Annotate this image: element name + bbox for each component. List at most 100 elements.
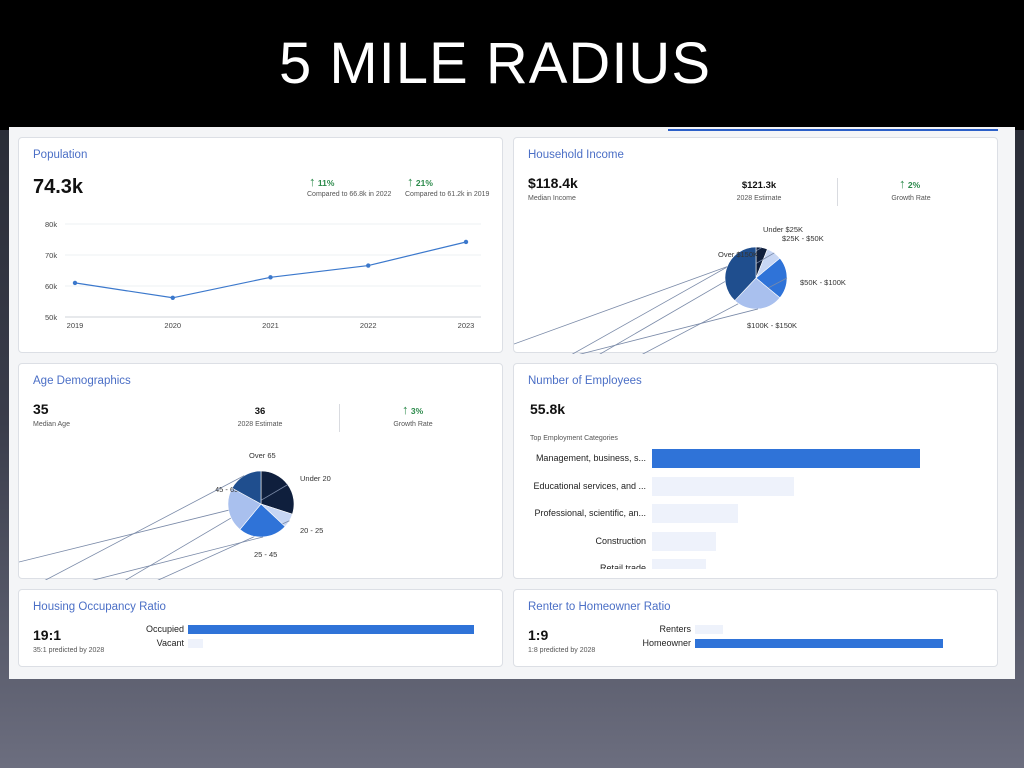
bar-category-label: Management, business, s... xyxy=(535,453,646,463)
income-estimate-value: $121.3k xyxy=(741,180,777,191)
age-estimate-value: 36 xyxy=(254,406,266,417)
data-point-2021 xyxy=(268,275,273,280)
x-tick-label: 2023 xyxy=(458,321,475,330)
housing-bar-chart: Occupied Vacant xyxy=(19,590,504,668)
pie-slice-4 xyxy=(724,246,757,302)
population-line-chart: 50k 60k 70k 80k 2019 2020 2021 2022 2023 xyxy=(45,220,481,330)
bar-educational-services-and xyxy=(652,476,795,496)
pie-label: Over 65 xyxy=(249,451,276,460)
pie-leader-line xyxy=(92,536,264,580)
pie-label: 20 - 25 xyxy=(300,526,323,535)
age-demographics-title: Age Demographics xyxy=(33,375,131,387)
income-estimate-label: 2028 Estimate xyxy=(736,195,782,202)
x-tick-label: 2020 xyxy=(164,321,181,330)
median-income-label: Median Income xyxy=(528,195,576,202)
pie-leader-line xyxy=(514,266,728,345)
x-tick-label: 2022 xyxy=(360,321,377,330)
pie-leader-line xyxy=(157,520,290,580)
age-estimate-label: 2028 Estimate xyxy=(237,421,283,428)
y-tick-label: 50k xyxy=(45,313,57,322)
pie-slice-3 xyxy=(734,277,781,310)
renter-predicted-label: 1:8 predicted by 2028 xyxy=(528,647,596,654)
y-tick-label: 80k xyxy=(45,220,57,229)
bar-vacant xyxy=(188,639,204,648)
employment-categories-label: Top Employment Categories xyxy=(530,435,618,442)
population-card: Population 74.3k ↑ 11% Compared to 66.8k… xyxy=(18,137,503,353)
pie-label: $100K - $150K xyxy=(747,321,797,330)
bar-management-business-s xyxy=(652,449,920,468)
bar-retail-trade xyxy=(652,559,706,569)
pie-label: Under $25K xyxy=(763,225,803,234)
median-income-value: $118.4k xyxy=(528,175,578,191)
housing-ratio-value: 19:1 xyxy=(33,627,62,643)
pie-label: $25K - $50K xyxy=(782,234,824,243)
bar-occupied xyxy=(188,625,474,634)
arrow-up-icon: ↑ xyxy=(402,402,409,417)
employees-card: Number of Employees 55.8k Top Employment… xyxy=(513,363,998,579)
employment-bar-chart: Management, business, s... Educational se… xyxy=(514,364,997,569)
data-point-2022 xyxy=(366,263,371,268)
bar-category-label: Educational services, and ... xyxy=(533,480,646,491)
population-growth-2-pct: 21% xyxy=(415,178,433,188)
age-growth: ↑ 3% xyxy=(402,402,423,417)
divider xyxy=(339,404,340,432)
pie-leader-line xyxy=(579,308,759,354)
divider xyxy=(837,178,838,206)
employees-value: 55.8k xyxy=(530,401,566,417)
median-age-label: Median Age xyxy=(33,421,70,428)
housing-occupancy-card: Housing Occupancy Ratio 19:1 35:1 predic… xyxy=(18,589,503,667)
housing-predicted-label: 35:1 predicted by 2028 xyxy=(33,647,105,654)
pie-leader-line xyxy=(19,509,229,563)
population-growth-1-pct: 11% xyxy=(317,178,335,188)
data-point-2023 xyxy=(463,239,469,245)
bar-category-label: Occupied xyxy=(145,624,184,634)
data-point-2019 xyxy=(72,280,78,286)
active-tab-indicator xyxy=(668,129,998,131)
bar-category-label: Vacant xyxy=(156,638,184,648)
pie-label: $50K - $100K xyxy=(800,278,846,287)
age-demographics-card: Age Demographics 35 Median Age 36 2028 E… xyxy=(18,363,503,580)
population-growth-1: ↑ 11% xyxy=(309,174,334,189)
y-tick-label: 70k xyxy=(45,251,57,260)
age-growth-label: Growth Rate xyxy=(393,421,433,428)
bar-category-label: Renters xyxy=(659,624,691,634)
population-growth-2-label: Compared to 61.2k in 2019 xyxy=(405,191,490,198)
population-line xyxy=(74,241,467,299)
renter-homeowner-card: Renter to Homeowner Ratio 1:9 1:8 predic… xyxy=(513,589,998,667)
income-growth-pct: 2% xyxy=(907,180,921,190)
population-title: Population xyxy=(33,149,88,161)
arrow-up-icon: ↑ xyxy=(309,174,316,189)
renter-homeowner-title: Renter to Homeowner Ratio xyxy=(528,601,671,613)
pie-leader-line xyxy=(44,475,245,580)
bar-category-label: Homeowner xyxy=(642,638,691,648)
bar-category-label: Construction xyxy=(595,535,646,546)
arrow-up-icon: ↑ xyxy=(407,174,414,189)
pie-label: 25 - 45 xyxy=(254,550,277,559)
income-growth: ↑ 2% xyxy=(899,176,920,191)
slide-title-bar: 5 MILE RADIUS xyxy=(0,0,1024,130)
income-growth-label: Growth Rate xyxy=(891,195,931,202)
pie-label: Under 20 xyxy=(300,474,331,483)
median-age-value: 35 xyxy=(33,401,49,417)
population-value: 74.3k xyxy=(33,176,84,198)
x-tick-label: 2021 xyxy=(262,321,279,330)
pie-leader-line xyxy=(571,247,763,354)
pie-label: Over $150K xyxy=(718,250,758,259)
household-income-card: Household Income $118.4k Median Income $… xyxy=(513,137,998,354)
renter-bar-chart: Renters Homeowner xyxy=(514,590,999,668)
age-demographics-pie-chart: Under 20 20 - 25 25 - 45 45 - 65 Over 65 xyxy=(19,451,331,580)
pie-slice-2 xyxy=(239,503,286,538)
x-tick-label: 2019 xyxy=(67,321,84,330)
data-point-2020 xyxy=(170,295,175,300)
population-growth-2: ↑ 21% xyxy=(407,174,433,189)
household-income-pie-chart: Under $25K$25K - $50K $50K - $100K $100K -… xyxy=(514,225,846,354)
bar-renters xyxy=(695,625,723,634)
renter-ratio-value: 1:9 xyxy=(528,627,549,643)
household-income-title: Household Income xyxy=(528,149,624,161)
bar-construction xyxy=(652,531,717,551)
y-tick-label: 60k xyxy=(45,282,57,291)
housing-occupancy-title: Housing Occupancy Ratio xyxy=(33,601,166,613)
age-growth-pct: 3% xyxy=(410,406,424,416)
bar-category-label: Retail trade xyxy=(599,563,646,569)
population-growth-1-label: Compared to 66.8k in 2022 xyxy=(307,191,392,198)
